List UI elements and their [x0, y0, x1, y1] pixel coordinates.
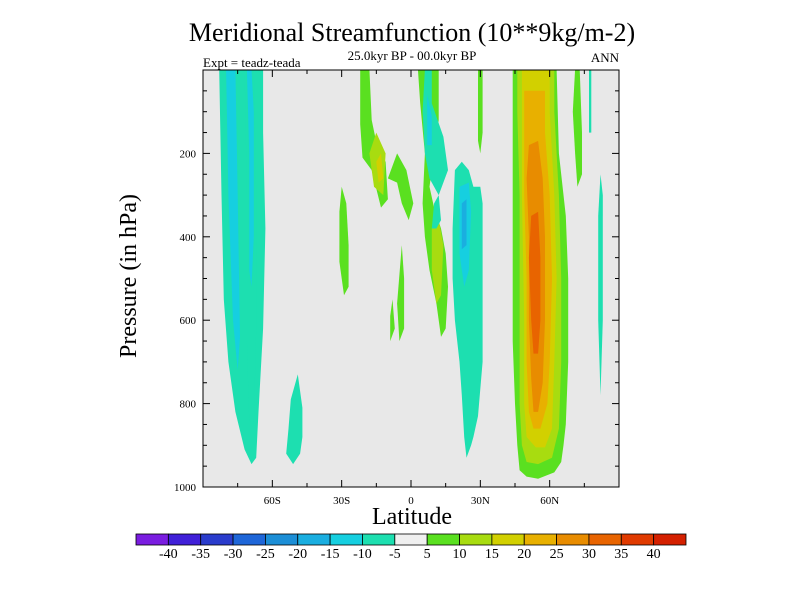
- contour-region-26: [528, 211, 541, 354]
- experiment-label: Expt = teadz-teada: [203, 55, 301, 70]
- colorbar-label: 35: [614, 547, 628, 562]
- x-tick-label: 60S: [264, 495, 281, 507]
- chart-subtitle: 25.0kyr BP - 00.0kyr BP: [348, 48, 477, 63]
- contour-region-14: [427, 95, 432, 146]
- contour-region-10: [390, 299, 395, 342]
- colorbar-swatch: [167, 533, 202, 546]
- x-tick-label: 30N: [471, 495, 490, 507]
- colorbar-swatch: [653, 533, 687, 546]
- x-tick-label: 0: [408, 495, 414, 507]
- colorbar-label: -25: [256, 547, 275, 562]
- colorbar-label: -40: [159, 547, 178, 562]
- colorbar-label: 10: [453, 547, 467, 562]
- y-tick-label: 400: [180, 232, 197, 244]
- colorbar-swatch: [491, 533, 525, 546]
- contour-region-1: [226, 70, 240, 371]
- contour-region-16: [431, 195, 441, 229]
- x-axis-title: Latitude: [372, 504, 452, 530]
- colorbar-swatch: [620, 533, 655, 546]
- contour-region-4: [286, 374, 303, 465]
- contour-region-20: [461, 199, 467, 250]
- contour-region-8: [376, 153, 384, 183]
- x-tick-label: 60N: [540, 495, 559, 507]
- colorbar-label: 20: [517, 547, 531, 562]
- plot-area: [203, 70, 619, 487]
- colorbar-swatch: [329, 533, 363, 546]
- colorbar-label: 40: [647, 547, 661, 562]
- colorbar-swatch: [297, 533, 331, 546]
- colorbar-label: -20: [288, 547, 307, 562]
- contour-region-9: [397, 245, 405, 342]
- y-tick-label: 600: [180, 315, 197, 327]
- colorbar-swatch: [135, 533, 169, 546]
- chart-title: Meridional Streamfunction (10**9kg/m-2): [189, 18, 635, 47]
- y-tick-label: 200: [180, 148, 197, 160]
- y-tick-label: 1000: [174, 482, 197, 494]
- contour-region-15: [431, 220, 444, 304]
- contour-region-5: [339, 186, 349, 296]
- colorbar-label: 30: [582, 547, 596, 562]
- contour-region-27: [572, 70, 582, 187]
- colorbar-swatch: [426, 533, 460, 546]
- colorbar-label: -15: [321, 547, 340, 562]
- colorbar-swatch: [265, 533, 299, 546]
- contour-region-13: [422, 70, 448, 196]
- contour-region-28: [589, 70, 592, 133]
- colorbar-label: -5: [389, 547, 401, 562]
- contour-region-3: [246, 70, 254, 287]
- colorbar-swatch: [459, 533, 493, 546]
- season-label: ANN: [591, 50, 620, 65]
- colorbar-swatch: [523, 533, 557, 546]
- colorbar-swatch: [200, 533, 234, 546]
- colorbar-label: 25: [550, 547, 564, 562]
- colorbar-label: -30: [224, 547, 243, 562]
- colorbar-label: -35: [191, 547, 210, 562]
- contour-region-29: [598, 174, 603, 396]
- colorbar-swatch: [588, 533, 622, 546]
- y-tick-label: 800: [180, 399, 197, 411]
- colorbar: -40 -35 -30 -25 -20 -15 -10 -5 5 10 15 20 25 30 35 40: [135, 533, 687, 562]
- colorbar-label: -10: [353, 547, 372, 562]
- colorbar-label: 15: [485, 547, 499, 562]
- colorbar-swatch: [556, 533, 590, 546]
- colorbar-swatch: [394, 533, 428, 546]
- contour-region-17: [478, 70, 483, 154]
- contour-region-11: [387, 153, 414, 221]
- x-tick-label: 30S: [333, 495, 350, 507]
- colorbar-label: 5: [424, 547, 431, 562]
- y-axis-title: Pressure (in hPa): [116, 194, 142, 358]
- axes: 60S 30S 0 30N 60N 200 400 600 800 1000: [174, 69, 620, 507]
- colorbar-swatch: [362, 533, 396, 546]
- colorbar-swatch: [232, 533, 266, 546]
